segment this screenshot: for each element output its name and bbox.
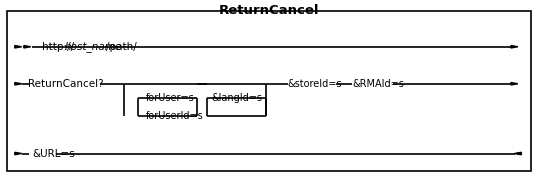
Text: &langId=s: &langId=s	[212, 93, 263, 103]
Polygon shape	[514, 152, 521, 155]
Text: host_name: host_name	[65, 41, 122, 52]
Polygon shape	[24, 45, 31, 48]
Text: &URL=s: &URL=s	[32, 149, 75, 159]
Text: /path/: /path/	[107, 42, 137, 52]
Text: &storeId=s: &storeId=s	[288, 79, 342, 89]
Text: forUserId=s: forUserId=s	[146, 112, 204, 122]
Text: ReturnCancel: ReturnCancel	[219, 4, 319, 17]
Polygon shape	[15, 45, 22, 48]
Text: http://: http://	[41, 42, 74, 52]
Polygon shape	[15, 152, 22, 155]
Text: &RMAId=s: &RMAId=s	[352, 79, 404, 89]
Text: ReturnCancel?: ReturnCancel?	[28, 79, 104, 89]
Polygon shape	[511, 83, 518, 85]
Polygon shape	[511, 45, 518, 48]
Polygon shape	[15, 83, 22, 85]
Text: forUser=s: forUser=s	[146, 93, 195, 103]
